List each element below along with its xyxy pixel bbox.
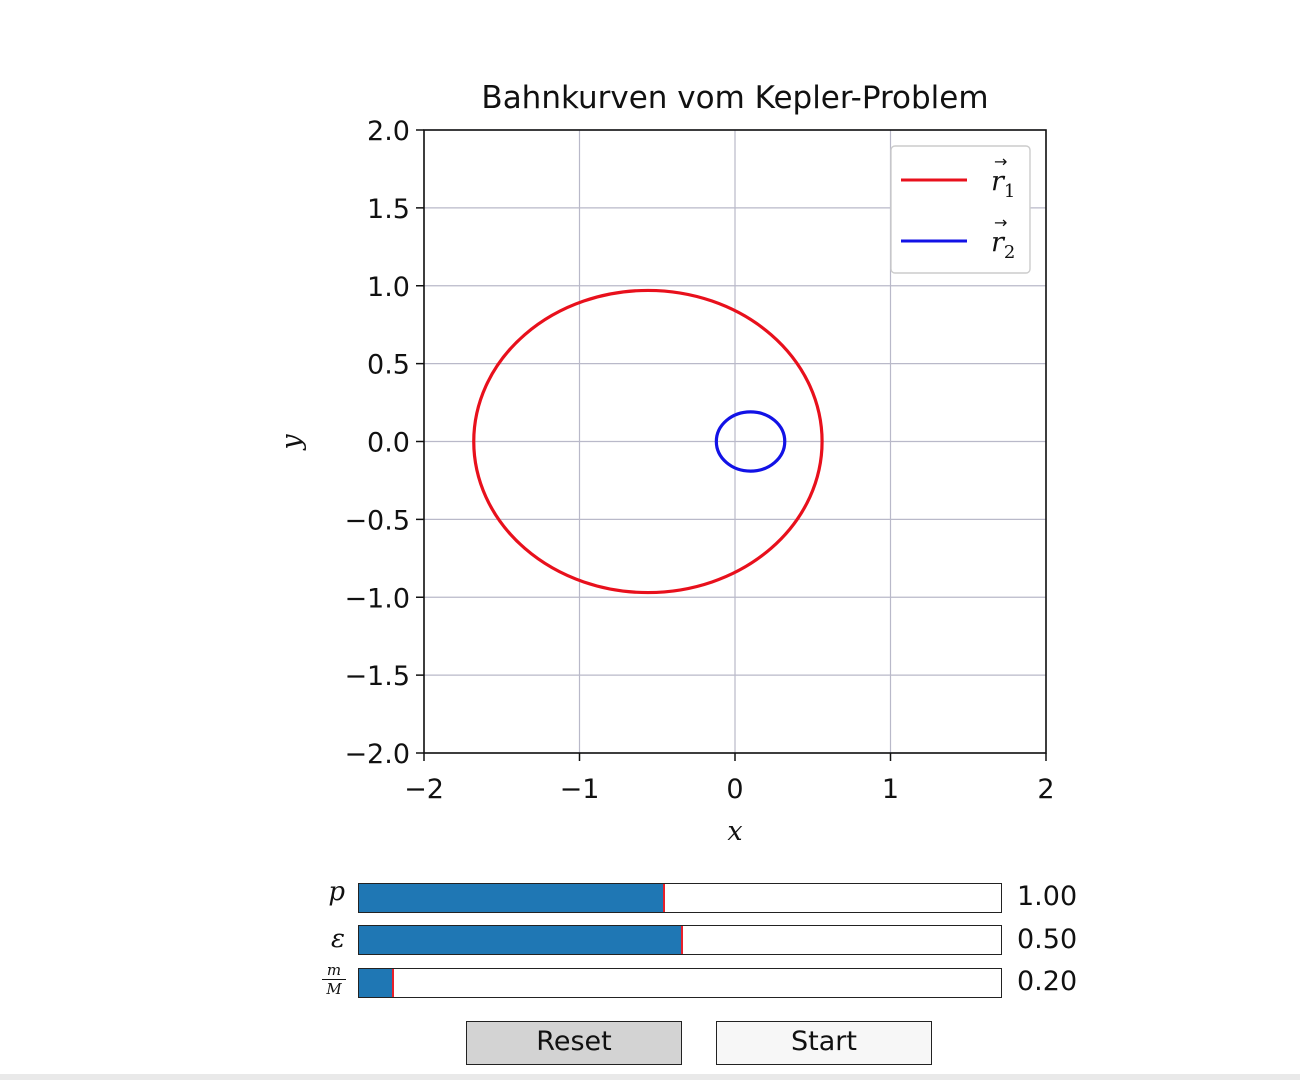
x-tick-label: −2 — [404, 774, 444, 805]
chart-title: Bahnkurven vom Kepler-Problem — [481, 80, 988, 116]
y-tick-label: 0.5 — [367, 350, 410, 381]
window-bottom-edge — [0, 1074, 1300, 1080]
orbit-curves — [472, 288, 824, 595]
slider-value-p: 1.00 — [1017, 881, 1078, 912]
legend: r1 → r2 → — [890, 145, 1031, 274]
x-tick-label: −1 — [560, 774, 600, 805]
axis-ticks: −2 −1 0 1 2 2.0 1.5 1.0 0.5 0.0 −0.5 −1.0 −1.5 −2.0 — [344, 116, 1054, 805]
slider-value-mass-ratio: 0.20 — [1017, 966, 1078, 997]
slider-row-p: p 1.00 — [0, 877, 1300, 915]
y-axis-label: y — [276, 434, 307, 451]
slider-label-mass-ratio: m M — [318, 962, 350, 997]
y-tick-label: 2.0 — [367, 116, 410, 147]
mass-ratio-denominator: M — [326, 980, 342, 998]
x-tick-label: 1 — [882, 774, 899, 805]
mass-ratio-numerator: m — [326, 961, 342, 979]
slider-mass-ratio[interactable] — [358, 968, 1002, 998]
vector-arrow-icon: → — [994, 152, 1007, 171]
slider-fill-mass-ratio — [359, 969, 392, 997]
orbit-r1 — [472, 288, 824, 595]
vector-arrow-icon: → — [994, 213, 1007, 232]
slider-value-epsilon: 0.50 — [1017, 924, 1078, 955]
y-tick-label: −2.0 — [344, 739, 410, 770]
slider-p[interactable] — [358, 883, 1002, 913]
x-axis-label: x — [727, 816, 742, 847]
y-tick-label: 1.0 — [367, 272, 410, 303]
slider-epsilon[interactable] — [358, 925, 1002, 955]
y-tick-label: 1.5 — [367, 194, 410, 225]
x-tick-label: 2 — [1037, 774, 1054, 805]
x-tick-label: 0 — [726, 774, 743, 805]
y-tick-label: −1.5 — [344, 661, 410, 692]
slider-label-p: p — [328, 877, 345, 907]
slider-handle-epsilon[interactable] — [681, 926, 683, 954]
orbit-r2 — [714, 410, 787, 473]
y-tick-label: −1.0 — [344, 583, 410, 614]
reset-button[interactable]: Reset — [466, 1021, 682, 1065]
slider-fill-p — [359, 884, 663, 912]
slider-row-mass-ratio: m M 0.20 — [0, 962, 1300, 1000]
start-button[interactable]: Start — [716, 1021, 932, 1065]
slider-handle-p[interactable] — [663, 884, 665, 912]
y-tick-label: 0.0 — [367, 428, 410, 459]
y-tick-label: −0.5 — [344, 505, 410, 536]
slider-fill-epsilon — [359, 926, 681, 954]
slider-label-epsilon: ε — [331, 924, 345, 954]
slider-row-epsilon: ε 0.50 — [0, 924, 1300, 958]
slider-handle-mass-ratio[interactable] — [392, 969, 394, 997]
